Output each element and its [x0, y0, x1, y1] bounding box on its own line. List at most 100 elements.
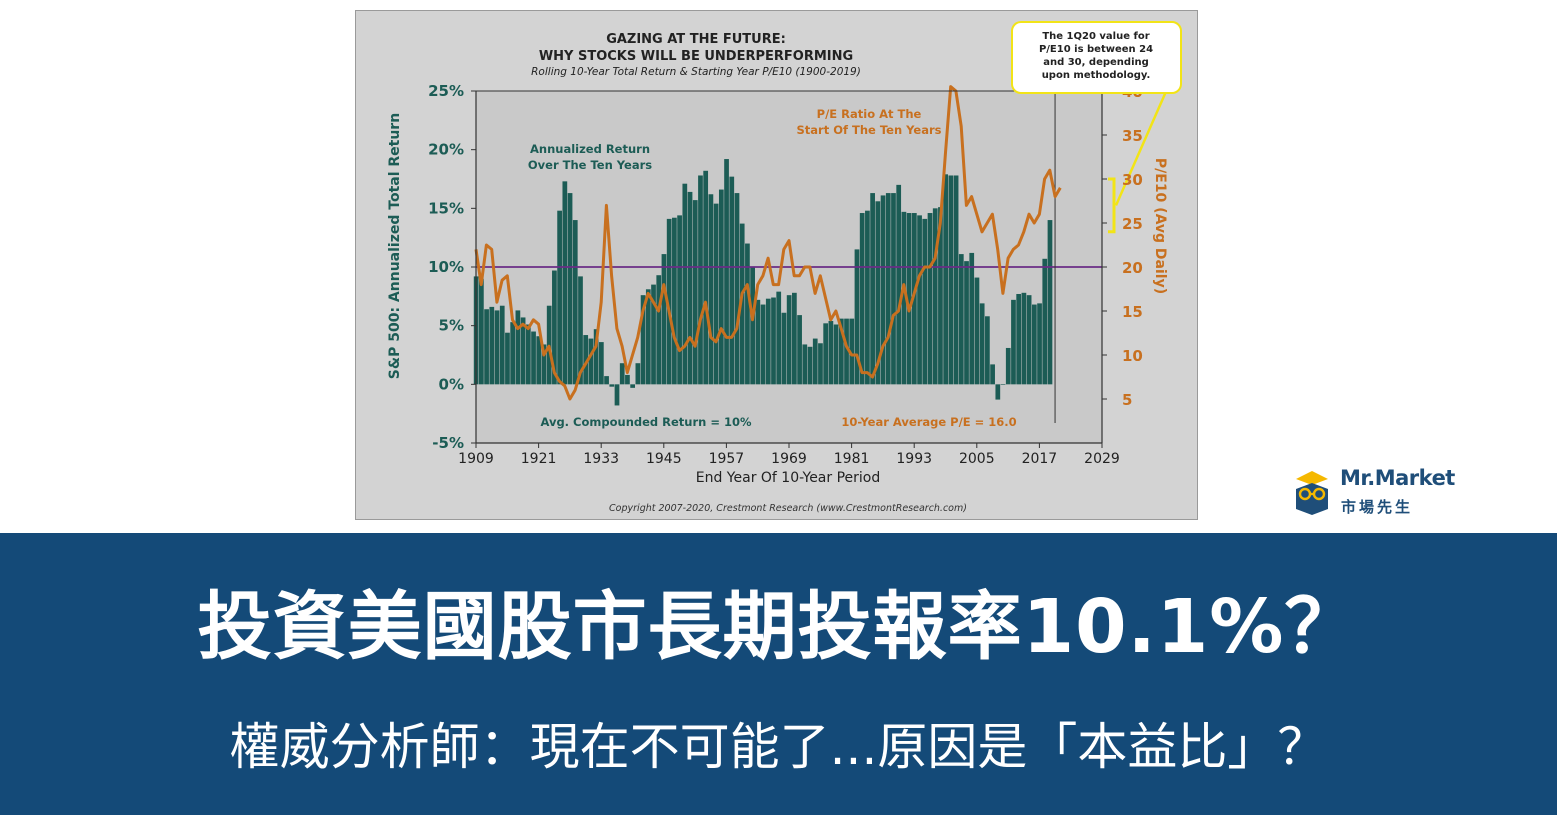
return-bar — [958, 254, 964, 385]
return-bar — [698, 175, 703, 385]
owl-glasses-logo-icon — [1296, 471, 1328, 515]
return-bar — [625, 374, 630, 385]
y-tick-label-left: 15% — [428, 199, 464, 217]
return-bar — [718, 189, 724, 385]
return-bar — [922, 218, 928, 385]
banner-subtitle: 權威分析師：現在不可能了...原因是「本益比」？ — [229, 718, 1328, 776]
return-bar — [896, 184, 902, 385]
return-bar — [979, 303, 985, 385]
return-bar — [729, 176, 735, 385]
return-bar — [645, 289, 651, 385]
return-bar — [755, 299, 761, 385]
return-bar — [505, 332, 510, 385]
return-bar — [833, 324, 839, 385]
return-bar — [1042, 258, 1048, 385]
return-bar — [661, 254, 667, 385]
return-bar — [682, 183, 688, 385]
x-tick-label: 1933 — [583, 451, 619, 467]
return-bar — [932, 208, 938, 385]
return-bar — [917, 215, 922, 385]
return-bar — [703, 170, 709, 385]
return-bar — [572, 220, 578, 385]
callout-bracket — [1108, 177, 1116, 234]
return-bar — [859, 213, 865, 385]
return-bar — [964, 261, 969, 385]
x-tick-label: 2017 — [1022, 451, 1058, 467]
copyright-text: Copyright 2007-2020, Crestmont Research … — [609, 503, 967, 514]
y-tick-label-right: 25 — [1122, 215, 1143, 233]
return-bar — [598, 342, 604, 385]
return-bar — [484, 309, 489, 385]
return-bar — [1000, 384, 1006, 385]
callout-line-2: P/E10 is between 24 — [1039, 44, 1153, 55]
return-bar — [906, 213, 912, 385]
y-tick-label-left: -5% — [432, 434, 464, 452]
return-bar — [786, 295, 792, 385]
x-tick-label: 2005 — [959, 451, 995, 467]
return-bar — [911, 213, 917, 385]
banner-title: 投資美國股市長期投報率10.1%？ — [197, 584, 1360, 670]
return-bar — [875, 201, 881, 385]
return-bar — [687, 191, 693, 385]
return-bar — [1011, 299, 1016, 385]
return-bar — [1016, 293, 1022, 385]
return-bar — [724, 159, 729, 385]
callout-pointer — [1114, 86, 1170, 206]
return-bar — [765, 298, 771, 385]
return-bar — [953, 175, 959, 385]
x-tick-label: 2029 — [1084, 451, 1120, 467]
return-bar — [901, 211, 907, 385]
return-bar — [838, 318, 844, 385]
return-bar — [614, 384, 620, 406]
return-bar — [943, 174, 949, 385]
plot-area: 25%20%15%10%5%0%-5%403530252015105190919… — [428, 82, 1170, 467]
return-bar — [734, 193, 740, 385]
return-bar — [536, 336, 542, 385]
return-bar — [635, 363, 641, 385]
return-bar — [515, 310, 521, 385]
chart-frame: 25%20%15%10%5%0%-5%403530252015105190919… — [355, 10, 1198, 520]
return-bar — [630, 384, 636, 388]
return-bar — [531, 331, 536, 385]
return-bar — [588, 338, 594, 385]
y-tick-label-right: 20 — [1122, 259, 1143, 277]
brand-subtitle: 市場先生 — [1341, 498, 1414, 516]
y-tick-label-left: 20% — [428, 141, 464, 159]
return-bar — [593, 329, 599, 385]
return-bar — [708, 194, 714, 385]
return-bar — [771, 297, 776, 385]
return-bar — [739, 223, 745, 385]
return-bar — [745, 243, 750, 385]
x-tick-label: 1957 — [709, 451, 745, 467]
return-bar — [974, 277, 980, 385]
brand-logo: Mr.Market 市場先生 — [1285, 462, 1475, 522]
return-bar — [802, 344, 808, 385]
brand-name: Mr.Market — [1340, 466, 1455, 490]
chart-text: GAZING AT THE FUTURE: WHY STOCKS WILL BE… — [387, 21, 1182, 514]
return-bar — [677, 215, 682, 385]
return-bar — [578, 276, 583, 385]
pe-ratio-line — [474, 85, 1062, 401]
chart-subtitle: Rolling 10-Year Total Return & Starting … — [531, 66, 861, 78]
return-bar — [1005, 347, 1011, 385]
return-bar — [666, 218, 672, 385]
return-bar — [604, 376, 609, 385]
return-bar — [552, 270, 557, 385]
return-bar — [479, 278, 484, 385]
return-bar — [489, 306, 495, 385]
y-tick-label-left: 10% — [428, 258, 464, 276]
x-tick-label: 1993 — [896, 451, 932, 467]
y-tick-label-right: 5 — [1122, 391, 1132, 409]
title-banner — [0, 533, 1557, 815]
annotation-return-1: Annualized Return — [530, 142, 650, 156]
return-bar — [651, 284, 656, 385]
return-bar — [880, 195, 886, 385]
return-bar — [1021, 292, 1027, 385]
return-bar — [938, 207, 943, 385]
annotation-return-2: Over The Ten Years — [528, 158, 652, 172]
return-bar — [562, 181, 568, 385]
annotation-pe-1: P/E Ratio At The — [817, 107, 922, 121]
return-bar — [927, 213, 933, 385]
return-bar — [1037, 303, 1042, 385]
return-bar — [969, 252, 975, 385]
